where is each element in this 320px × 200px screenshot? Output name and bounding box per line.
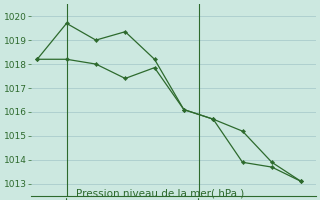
Text: Pression niveau de la mer( hPa ): Pression niveau de la mer( hPa ) [76,188,244,198]
